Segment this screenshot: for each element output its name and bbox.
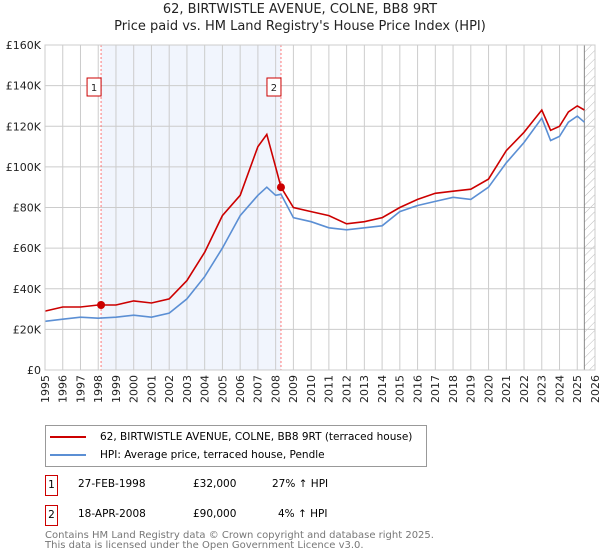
- sale-date: 18-APR-2008: [78, 508, 146, 520]
- x-tick-label: 2007: [252, 375, 265, 403]
- x-tick-label: 2026: [589, 375, 600, 403]
- x-tick-label: 2025: [571, 375, 584, 403]
- sale-point: [97, 301, 106, 309]
- sale-hpi: 27% ↑ HPI: [272, 478, 329, 490]
- x-tick-label: 2001: [145, 375, 158, 403]
- sale-hpi: 4% ↑ HPI: [278, 508, 328, 520]
- legend-swatch-blue: [50, 454, 86, 456]
- x-tick-label: 2010: [305, 375, 318, 403]
- footer: Contains HM Land Registry data © Crown c…: [45, 531, 434, 551]
- x-tick-label: 2002: [163, 375, 176, 403]
- footer-line: This data is licensed under the Open Gov…: [45, 540, 364, 551]
- x-tick-label: 2004: [199, 375, 212, 403]
- legend: 62, BIRTWISTLE AVENUE, COLNE, BB8 9RT (t…: [45, 425, 427, 467]
- x-tick-label: 1997: [74, 375, 87, 403]
- x-tick-label: 2024: [553, 375, 566, 403]
- legend-label: 62, BIRTWISTLE AVENUE, COLNE, BB8 9RT (t…: [100, 431, 413, 443]
- x-tick-label: 1998: [92, 375, 105, 403]
- legend-item-hpi: HPI: Average price, terraced house, Pend…: [46, 447, 325, 463]
- x-tick-label: 2011: [323, 375, 336, 403]
- x-tick-label: 2013: [358, 375, 371, 403]
- price-chart: 1995 1996 1997 1998 1999 2000 2001 2002 2003 2004…: [6, 39, 600, 403]
- x-tick-label: 2017: [429, 375, 442, 403]
- x-tick-label: 2014: [376, 375, 389, 403]
- legend-swatch-red: [50, 436, 86, 438]
- legend-item-property: 62, BIRTWISTLE AVENUE, COLNE, BB8 9RT (t…: [46, 429, 412, 445]
- legend-label: HPI: Average price, terraced house, Pend…: [100, 449, 325, 461]
- x-tick-label: 1995: [39, 375, 52, 403]
- x-tick-label: 1996: [57, 375, 70, 403]
- footer-line: Contains HM Land Registry data © Crown c…: [45, 530, 434, 541]
- series-line: [44, 115, 585, 323]
- y-tick-label: £0: [27, 364, 41, 377]
- x-tick-label: 2021: [500, 375, 513, 403]
- series-line: [44, 104, 585, 312]
- sale-price: £90,000: [193, 508, 237, 520]
- y-tick-label: £100K: [6, 161, 42, 174]
- y-tick-label: £80K: [13, 202, 42, 215]
- sale-price: £32,000: [193, 478, 237, 490]
- chart-subtitle: Price paid vs. HM Land Registry's House …: [114, 19, 486, 34]
- sale-label-box: [266, 77, 282, 97]
- sale-label: 2: [271, 83, 277, 94]
- x-tick-label: 2000: [128, 375, 141, 403]
- x-tick-label: 2005: [216, 375, 229, 403]
- x-tick-label: 2020: [482, 375, 495, 403]
- x-tick-label: 2023: [536, 375, 549, 403]
- y-tick-label: £120K: [6, 120, 42, 133]
- y-tick-label: £140K: [6, 80, 42, 93]
- x-tick-label: 2009: [287, 375, 300, 403]
- x-tick-label: 2003: [181, 375, 194, 403]
- sale-point: [276, 183, 285, 192]
- sale-marker-badge: 2: [45, 505, 58, 526]
- y-tick-label: £60K: [13, 242, 42, 255]
- x-tick-label: 2019: [465, 375, 478, 403]
- sale-label: 1: [91, 83, 97, 94]
- x-tick-label: 1999: [110, 375, 123, 403]
- chart-title: 62, BIRTWISTLE AVENUE, COLNE, BB8 9RT: [162, 2, 438, 17]
- x-tick-label: 2008: [269, 375, 282, 403]
- y-tick-label: £20K: [13, 323, 42, 336]
- sale-date: 27-FEB-1998: [78, 478, 146, 490]
- x-tick-label: 2012: [340, 375, 353, 403]
- plot-frame: [44, 44, 596, 371]
- x-tick-label: 2022: [518, 375, 531, 403]
- x-tick-label: 2018: [447, 375, 460, 403]
- x-tick-label: 2015: [394, 375, 407, 403]
- x-tick-label: 2006: [234, 375, 247, 403]
- sale-marker-badge: 1: [45, 475, 58, 496]
- x-tick-label: 2016: [411, 375, 424, 403]
- sale-label-box: [86, 77, 102, 97]
- y-tick-label: £40K: [13, 283, 42, 296]
- y-tick-label: £160K: [6, 39, 42, 52]
